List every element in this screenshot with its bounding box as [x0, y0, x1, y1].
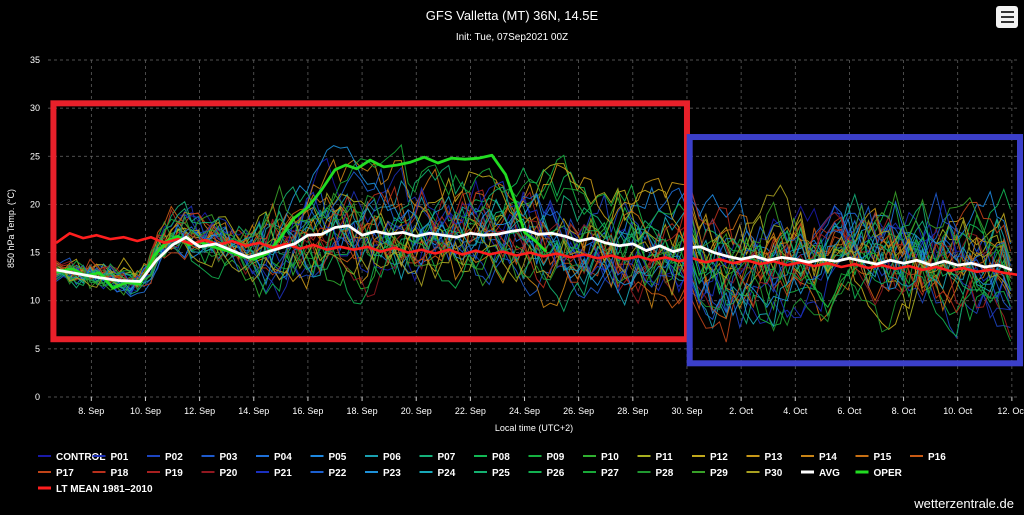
- legend-label-p20: P20: [220, 468, 238, 479]
- x-tick-label: 30. Sep: [671, 406, 702, 416]
- series-line-p29: [55, 184, 1011, 296]
- legend-label-p15: P15: [874, 452, 892, 463]
- x-tick-label: 20. Sep: [401, 406, 432, 416]
- legend-label-lt-mean: LT MEAN 1981–2010: [56, 484, 153, 495]
- chart-subtitle: Init: Tue, 07Sep2021 00Z: [455, 32, 569, 43]
- menu-bar: [1000, 11, 1014, 13]
- menu-bar: [1000, 21, 1014, 23]
- x-tick-label: 24. Sep: [509, 406, 540, 416]
- series-line-p19: [55, 189, 1011, 338]
- x-tick-label: 6. Oct: [837, 406, 862, 416]
- legend-label-p24: P24: [438, 468, 456, 479]
- x-tick-label: 2. Oct: [729, 406, 754, 416]
- legend-label-p01: P01: [111, 452, 129, 463]
- x-tick-label: 12. Sep: [184, 406, 215, 416]
- series-line-p22: [55, 167, 1011, 313]
- x-tick-label: 12. Oct: [997, 406, 1024, 416]
- series-line-p03: [55, 191, 1011, 321]
- legend-label-p11: P11: [656, 452, 674, 463]
- series-line-p20: [55, 211, 1011, 314]
- legend-label-p07: P07: [438, 452, 456, 463]
- legend-label-p28: P28: [656, 468, 674, 479]
- legend-label-p26: P26: [547, 468, 565, 479]
- x-tick-label: 8. Oct: [892, 406, 917, 416]
- legend-label-p30: P30: [765, 468, 783, 479]
- x-tick-label: 22. Sep: [455, 406, 486, 416]
- highlight-box-2: [686, 134, 1023, 367]
- legend-label-p29: P29: [710, 468, 728, 479]
- legend-label-p16: P16: [928, 452, 946, 463]
- y-tick-label: 20: [30, 199, 40, 209]
- x-tick-label: 26. Sep: [563, 406, 594, 416]
- legend-label-p14: P14: [819, 452, 837, 463]
- x-tick-label: 10. Sep: [130, 406, 161, 416]
- legend-label-p05: P05: [329, 452, 347, 463]
- legend-label-p21: P21: [274, 468, 292, 479]
- y-tick-label: 15: [30, 248, 40, 258]
- series-line-p14: [55, 158, 1011, 310]
- menu-bar: [1000, 16, 1014, 18]
- legend-label-p27: P27: [601, 468, 619, 479]
- series-line-avg: [55, 224, 1013, 283]
- x-tick-label: 4. Oct: [783, 406, 808, 416]
- legend: CONTROL P01 P02 P03 P04 P05 P06 P07 P08 P09 P10 P11…: [38, 452, 946, 495]
- x-tick-label: 18. Sep: [347, 406, 378, 416]
- y-tick-label: 35: [30, 55, 40, 65]
- y-tick-label: 10: [30, 296, 40, 306]
- legend-label-p17: P17: [56, 468, 74, 479]
- legend-label-p23: P23: [383, 468, 401, 479]
- legend-label-p04: P04: [274, 452, 292, 463]
- legend-label-p09: P09: [547, 452, 565, 463]
- legend-label-p22: P22: [329, 468, 347, 479]
- legend-label-p10: P10: [601, 452, 619, 463]
- legend-label-oper: OPER: [874, 468, 903, 479]
- legend-label-p12: P12: [710, 452, 728, 463]
- x-axis-label: Local time (UTC+2): [495, 423, 573, 433]
- x-tick-label: 8. Sep: [78, 406, 104, 416]
- hamburger-menu-icon[interactable]: [996, 6, 1018, 28]
- legend-label-p08: P08: [492, 452, 510, 463]
- legend-label-avg: AVG: [819, 468, 840, 479]
- series-line-p27: [55, 143, 1011, 309]
- legend-label-p03: P03: [220, 452, 238, 463]
- y-tick-label: 25: [30, 151, 40, 161]
- legend-label-p02: P02: [165, 452, 183, 463]
- series-line-p23: [55, 145, 1011, 317]
- y-tick-label: 0: [35, 392, 40, 402]
- series-line-p28: [55, 194, 1011, 342]
- legend-label-p13: P13: [765, 452, 783, 463]
- x-tick-label: 10. Oct: [943, 406, 973, 416]
- y-tick-label: 30: [30, 103, 40, 113]
- legend-label-p18: P18: [111, 468, 129, 479]
- y-axis-label: 850 hPa Temp. (°C): [6, 189, 16, 268]
- x-tick-label: 28. Sep: [617, 406, 648, 416]
- legend-label-p06: P06: [383, 452, 401, 463]
- legend-label-control: CONTROL: [56, 452, 105, 463]
- credit-label: wetterzentrale.de: [914, 496, 1014, 511]
- legend-label-p19: P19: [165, 468, 183, 479]
- x-tick-label: 16. Sep: [292, 406, 323, 416]
- chart-title: GFS Valletta (MT) 36N, 14.5E: [425, 8, 599, 23]
- x-tick-label: 14. Sep: [238, 406, 269, 416]
- y-tick-label: 5: [35, 344, 40, 354]
- legend-label-p25: P25: [492, 468, 510, 479]
- series-line-p30: [55, 184, 1011, 296]
